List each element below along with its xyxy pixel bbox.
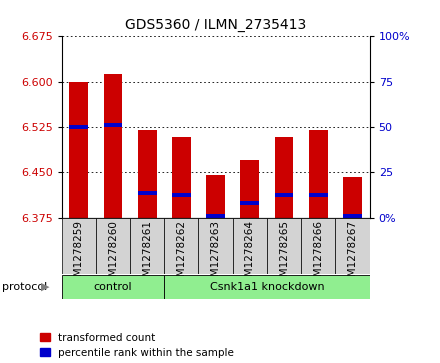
- Text: GSM1278261: GSM1278261: [142, 220, 152, 290]
- Bar: [309, 193, 328, 197]
- Text: protocol: protocol: [2, 282, 48, 292]
- Text: GSM1278267: GSM1278267: [348, 220, 357, 290]
- Text: ▶: ▶: [41, 282, 50, 292]
- Text: control: control: [94, 282, 132, 292]
- Bar: [103, 123, 122, 127]
- Text: GSM1278264: GSM1278264: [245, 220, 255, 290]
- Bar: [275, 193, 293, 197]
- Bar: [70, 125, 88, 129]
- Bar: [240, 160, 259, 218]
- Bar: [275, 137, 293, 218]
- Bar: [62, 218, 96, 274]
- Bar: [138, 191, 157, 195]
- Bar: [343, 177, 362, 218]
- Bar: [96, 218, 130, 274]
- Bar: [164, 275, 370, 299]
- Bar: [206, 214, 225, 218]
- Bar: [267, 218, 301, 274]
- Text: Csnk1a1 knockdown: Csnk1a1 knockdown: [209, 282, 324, 292]
- Bar: [172, 193, 191, 197]
- Bar: [343, 214, 362, 218]
- Bar: [240, 201, 259, 205]
- Bar: [301, 218, 335, 274]
- Bar: [233, 218, 267, 274]
- Bar: [138, 130, 157, 218]
- Text: GSM1278265: GSM1278265: [279, 220, 289, 290]
- Legend: transformed count, percentile rank within the sample: transformed count, percentile rank withi…: [40, 333, 234, 358]
- Bar: [103, 74, 122, 218]
- Bar: [70, 82, 88, 218]
- Bar: [130, 218, 164, 274]
- Text: GSM1278262: GSM1278262: [176, 220, 187, 290]
- Bar: [62, 275, 164, 299]
- Bar: [309, 130, 328, 218]
- Title: GDS5360 / ILMN_2735413: GDS5360 / ILMN_2735413: [125, 19, 306, 33]
- Bar: [172, 137, 191, 218]
- Text: GSM1278263: GSM1278263: [211, 220, 220, 290]
- Bar: [206, 175, 225, 218]
- Bar: [335, 218, 370, 274]
- Bar: [198, 218, 233, 274]
- Text: GSM1278259: GSM1278259: [74, 220, 84, 290]
- Bar: [164, 218, 198, 274]
- Text: GSM1278266: GSM1278266: [313, 220, 323, 290]
- Text: GSM1278260: GSM1278260: [108, 220, 118, 290]
